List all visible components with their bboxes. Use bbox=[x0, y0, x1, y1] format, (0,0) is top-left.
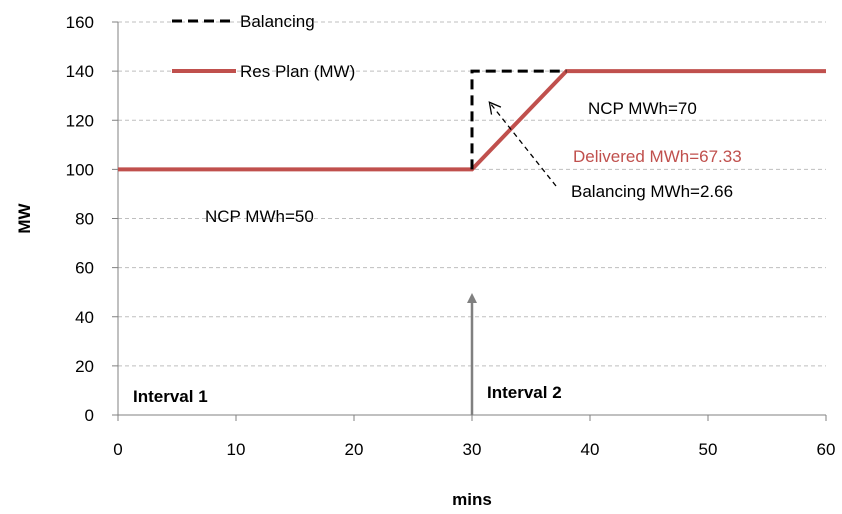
y-axis-title: MW bbox=[15, 202, 34, 233]
y-tick-label-140: 140 bbox=[66, 62, 94, 81]
x-tick-label-0: 0 bbox=[113, 440, 122, 459]
x-tick-label-10: 10 bbox=[227, 440, 246, 459]
y-tick-label-0: 0 bbox=[85, 406, 94, 425]
annotation-arrows bbox=[467, 101, 557, 415]
annotation-interval-1: Interval 1 bbox=[133, 387, 208, 406]
y-tick-label-20: 20 bbox=[75, 357, 94, 376]
legend-label-balancing: Balancing bbox=[240, 12, 315, 31]
annotation-balancing: Balancing MWh=2.66 bbox=[571, 182, 733, 201]
annotation-ncp-interval-2: NCP MWh=70 bbox=[588, 99, 697, 118]
y-tick-label-80: 80 bbox=[75, 210, 94, 229]
annotation-ncp-interval-1: NCP MWh=50 bbox=[205, 207, 314, 226]
x-tick-label-60: 60 bbox=[817, 440, 836, 459]
x-axis-ticks: 0 10 20 30 40 50 60 bbox=[113, 415, 835, 459]
x-tick-label-20: 20 bbox=[345, 440, 364, 459]
x-tick-label-50: 50 bbox=[699, 440, 718, 459]
y-tick-label-160: 160 bbox=[66, 13, 94, 32]
annotation-delivered: Delivered MWh=67.33 bbox=[573, 147, 742, 166]
series-line-res-plan-mw bbox=[118, 69, 826, 172]
y-axis-ticks: 0 20 40 60 80 100 120 140 160 bbox=[66, 13, 118, 425]
x-tick-label-30: 30 bbox=[463, 440, 482, 459]
y-tick-label-120: 120 bbox=[66, 111, 94, 130]
series-line-balancing bbox=[470, 69, 567, 170]
y-tick-label-100: 100 bbox=[66, 160, 94, 179]
legend: Balancing Res Plan (MW) bbox=[172, 12, 355, 81]
legend-label-res-plan-mw: Res Plan (MW) bbox=[240, 62, 355, 81]
annotation-interval-2: Interval 2 bbox=[487, 383, 562, 402]
series-group bbox=[118, 69, 826, 172]
y-tick-label-40: 40 bbox=[75, 308, 94, 327]
x-tick-label-40: 40 bbox=[581, 440, 600, 459]
y-tick-label-60: 60 bbox=[75, 259, 94, 278]
x-axis-title: mins bbox=[452, 490, 492, 509]
